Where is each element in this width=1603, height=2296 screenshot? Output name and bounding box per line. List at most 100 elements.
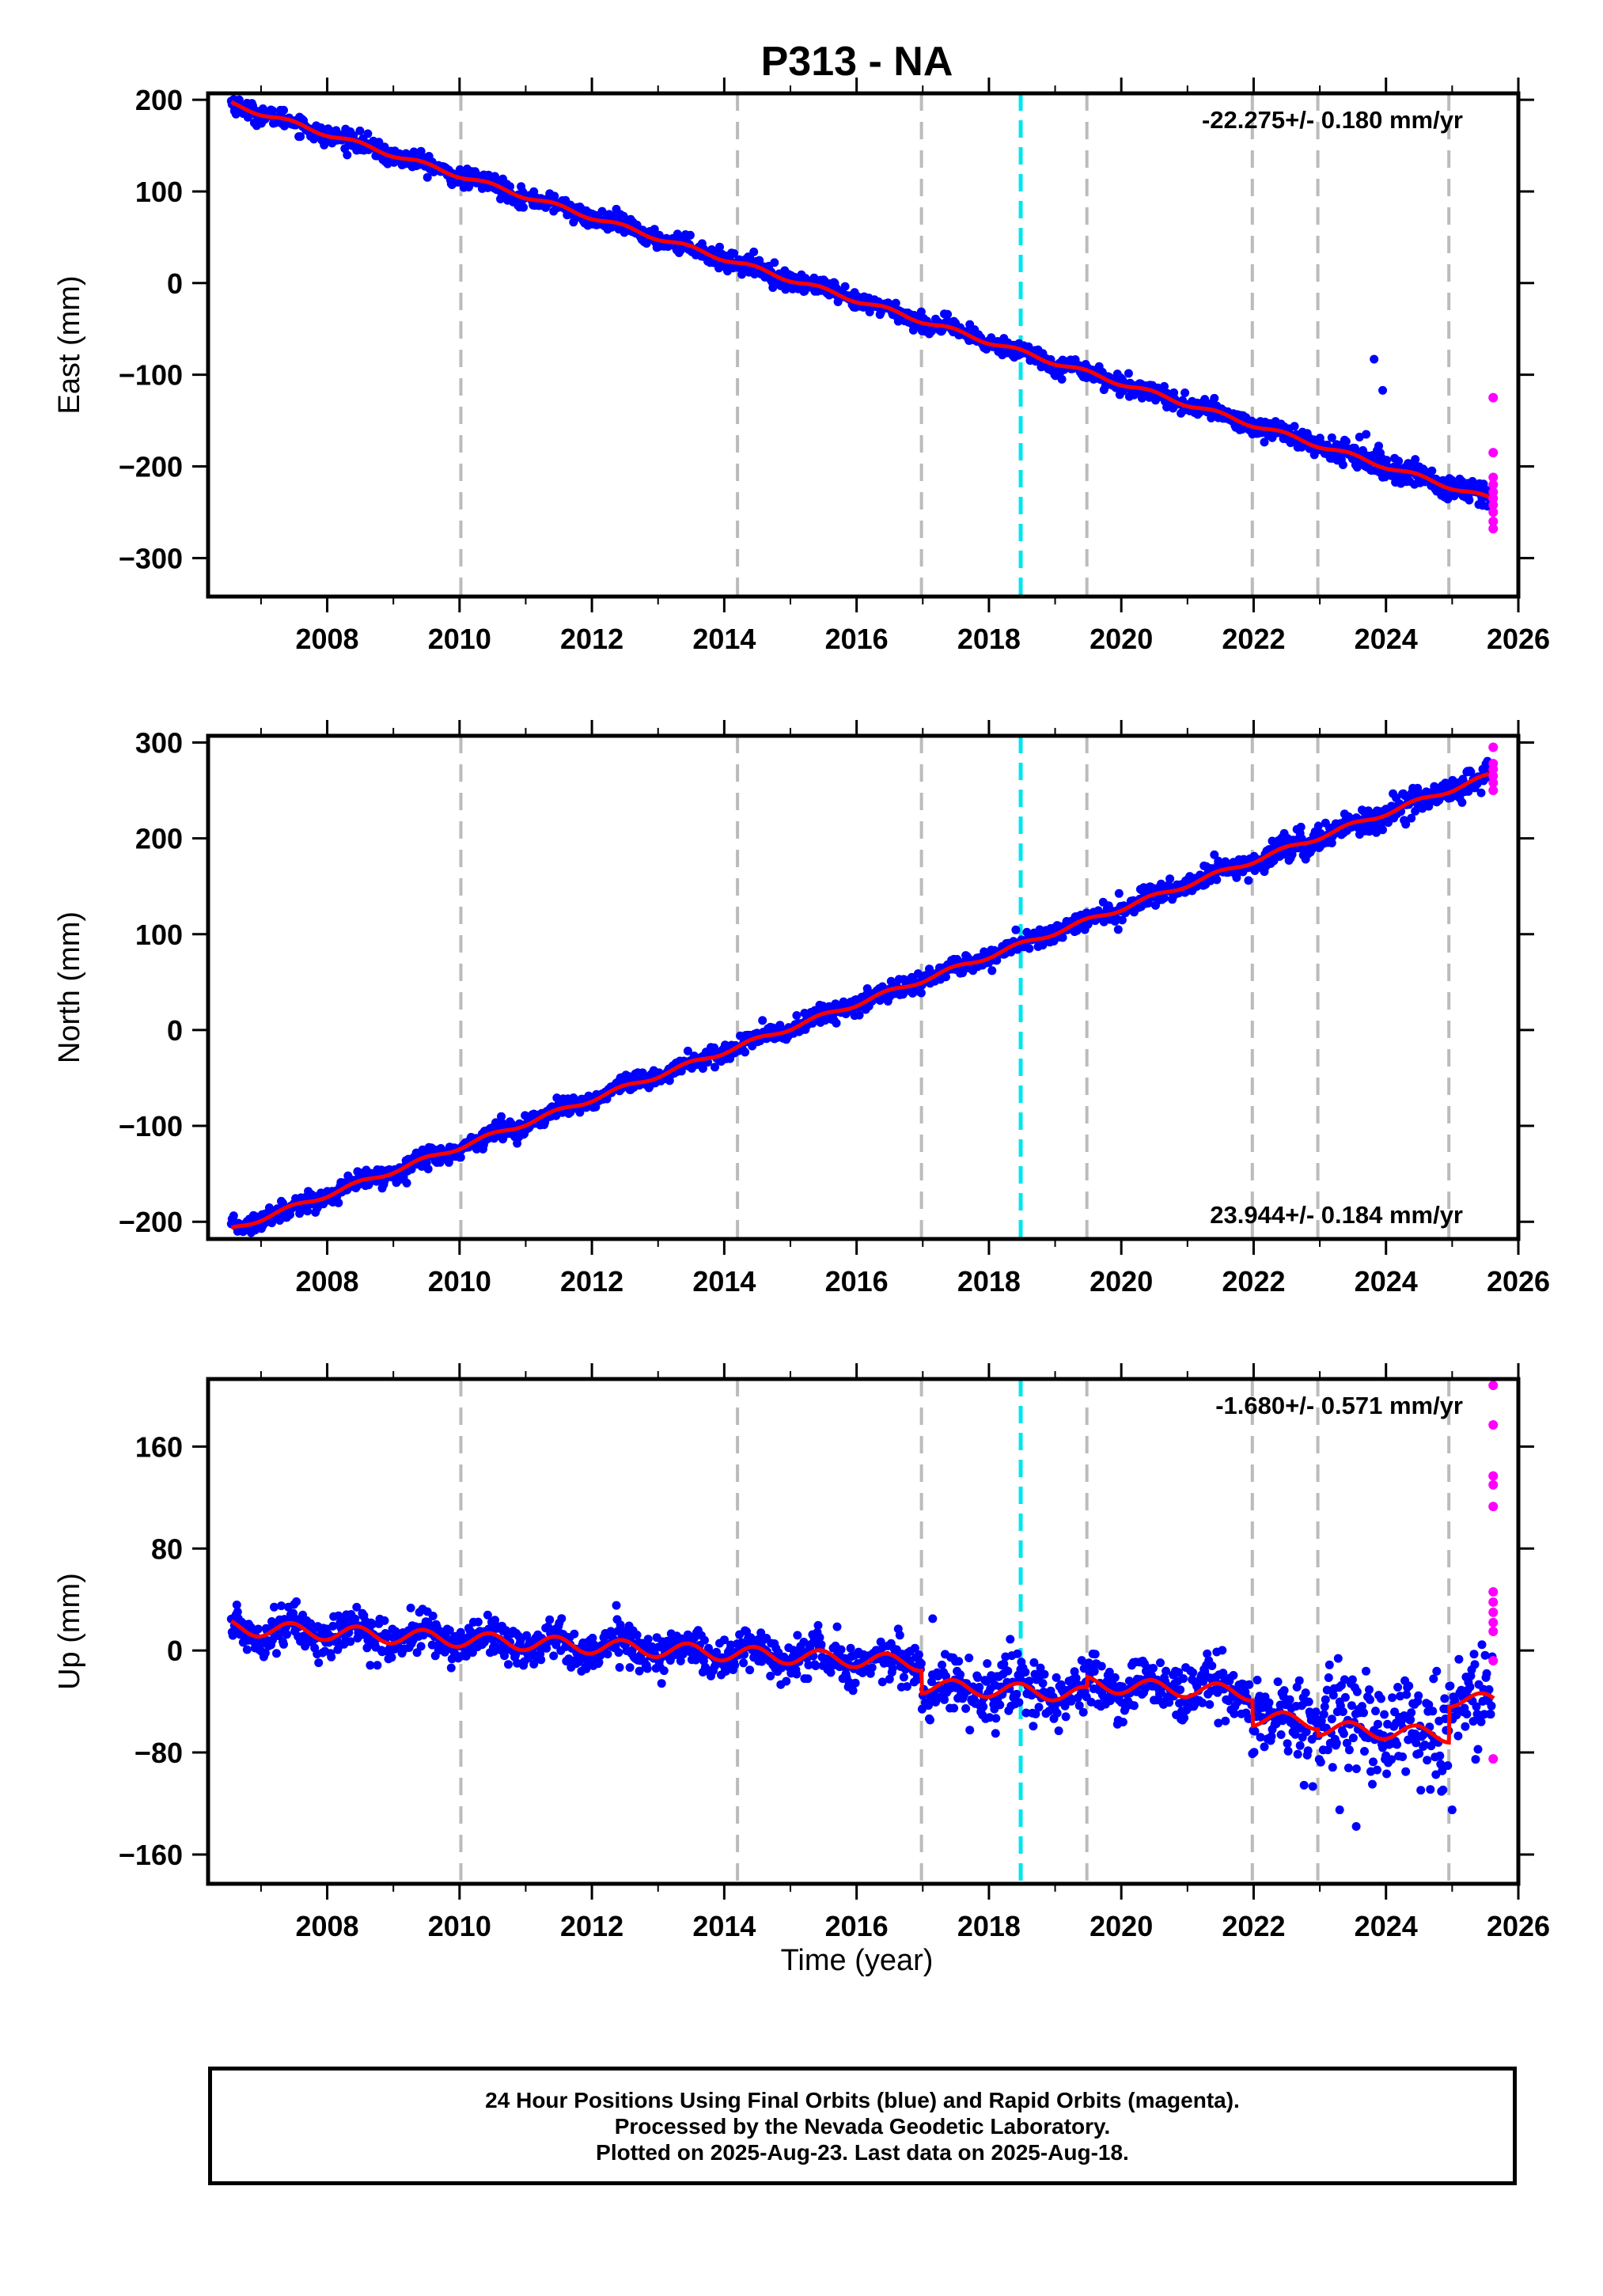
up-final-orbit-point bbox=[314, 1658, 324, 1668]
north-final-orbit-point bbox=[855, 1010, 864, 1020]
east-final-orbit-point bbox=[268, 106, 277, 116]
up-final-orbit-point bbox=[1340, 1692, 1350, 1702]
up-final-orbit-point bbox=[1339, 1729, 1348, 1738]
up-final-orbit-point bbox=[1129, 1701, 1139, 1711]
up-final-orbit-point bbox=[1279, 1686, 1289, 1695]
north-x-tick-label: 2022 bbox=[1222, 1265, 1285, 1298]
up-final-orbit-point bbox=[961, 1704, 971, 1713]
up-final-orbit-point bbox=[1003, 1666, 1013, 1676]
up-final-orbit-point bbox=[1333, 1654, 1343, 1663]
up-final-orbit-point bbox=[1438, 1785, 1448, 1794]
north-x-tick-label: 2020 bbox=[1090, 1265, 1153, 1298]
east-final-orbit-point bbox=[597, 206, 607, 216]
up-final-orbit-point bbox=[615, 1663, 624, 1672]
east-final-orbit-point bbox=[1057, 374, 1067, 384]
north-y-tick-label: −100 bbox=[119, 1110, 183, 1142]
north-x-tick-label: 2024 bbox=[1355, 1265, 1418, 1298]
east-final-orbit-point bbox=[650, 225, 659, 234]
east-y-tick-label: −300 bbox=[119, 542, 183, 574]
north-final-orbit-point bbox=[792, 1011, 802, 1020]
up-final-orbit-point bbox=[1440, 1694, 1450, 1703]
up-final-orbit-point bbox=[983, 1659, 992, 1669]
east-final-orbit-point bbox=[685, 230, 695, 240]
up-final-orbit-point bbox=[473, 1617, 483, 1627]
north-x-tick-label: 2026 bbox=[1487, 1265, 1550, 1298]
north-y-tick-label: −200 bbox=[119, 1206, 183, 1238]
east-y-tick-label: −100 bbox=[119, 359, 183, 392]
up-final-orbit-point bbox=[614, 1648, 623, 1658]
east-final-orbit-point bbox=[1411, 455, 1420, 464]
north-final-orbit-point bbox=[1212, 875, 1222, 885]
north-final-orbit-point bbox=[698, 1064, 707, 1073]
up-final-orbit-point bbox=[1012, 1689, 1021, 1699]
east-x-tick-label: 2018 bbox=[957, 623, 1021, 655]
up-final-orbit-point bbox=[1366, 1695, 1374, 1704]
up-final-orbit-point bbox=[1368, 1779, 1377, 1789]
up-panel: 2008 2010 2012 2014 2016 2018 2020 2022 2024 2026… bbox=[53, 1363, 1550, 1942]
east-rapid-orbit-point bbox=[1488, 479, 1499, 490]
east-rapid-orbit-point bbox=[1488, 507, 1499, 517]
east-x-tick-label: 2020 bbox=[1090, 623, 1153, 655]
up-final-orbit-point bbox=[1245, 1680, 1254, 1689]
east-x-tick-label: 2026 bbox=[1487, 623, 1550, 655]
east-final-orbit-point bbox=[749, 247, 759, 256]
east-final-orbit-point bbox=[737, 270, 747, 279]
up-final-orbit-point bbox=[1371, 1707, 1380, 1716]
up-final-orbit-point bbox=[1090, 1667, 1099, 1676]
up-final-orbit-point bbox=[612, 1601, 621, 1610]
up-final-orbit-point bbox=[632, 1631, 642, 1639]
north-plot-area bbox=[226, 736, 1499, 1239]
up-final-orbit-point bbox=[1293, 1749, 1302, 1759]
east-final-orbit-point bbox=[1374, 441, 1383, 451]
north-x-tick-label: 2014 bbox=[692, 1265, 756, 1298]
east-outlier-point bbox=[1362, 430, 1371, 439]
up-final-orbit-point bbox=[380, 1616, 389, 1625]
east-final-orbit-point bbox=[1394, 457, 1404, 466]
up-final-orbit-point bbox=[282, 1630, 291, 1639]
up-final-orbit-point bbox=[1118, 1718, 1127, 1727]
north-final-orbit-point bbox=[741, 1048, 750, 1057]
north-final-orbit-point bbox=[916, 988, 926, 998]
east-final-orbit-point bbox=[1260, 438, 1269, 447]
up-final-orbit-point bbox=[832, 1622, 842, 1631]
up-final-orbit-point bbox=[1454, 1654, 1464, 1664]
north-final-orbit-point bbox=[987, 966, 997, 976]
up-final-orbit-point bbox=[659, 1666, 669, 1676]
up-final-orbit-point bbox=[1264, 1698, 1274, 1707]
up-final-orbit-point bbox=[373, 1661, 382, 1670]
east-frame bbox=[206, 91, 1521, 599]
up-final-orbit-point bbox=[813, 1620, 823, 1630]
up-final-orbit-point bbox=[975, 1683, 984, 1692]
north-y-tick-label: 100 bbox=[135, 919, 183, 951]
up-final-orbit-point bbox=[253, 1624, 263, 1634]
up-final-orbit-point bbox=[1014, 1698, 1024, 1707]
north-final-orbit-point bbox=[1114, 888, 1124, 898]
north-final-orbit-point bbox=[303, 1207, 313, 1216]
east-final-orbit-point bbox=[1290, 422, 1299, 431]
up-final-orbit-point bbox=[1205, 1699, 1215, 1709]
east-final-orbit-point bbox=[1327, 433, 1336, 442]
north-y-tick-label: 300 bbox=[135, 726, 183, 759]
up-final-orbit-point bbox=[1477, 1640, 1487, 1650]
up-final-orbit-point bbox=[1295, 1741, 1305, 1750]
up-final-orbit-point bbox=[1249, 1748, 1259, 1757]
up-final-orbit-point bbox=[1362, 1666, 1370, 1676]
up-final-orbit-point bbox=[1229, 1671, 1238, 1680]
up-final-orbit-point bbox=[1473, 1745, 1483, 1754]
east-final-orbit-point bbox=[1124, 369, 1133, 378]
north-final-orbit-point bbox=[422, 1157, 431, 1167]
up-final-orbit-point bbox=[1462, 1710, 1472, 1718]
up-final-orbit-point bbox=[557, 1614, 567, 1623]
up-final-orbit-point bbox=[1446, 1681, 1455, 1691]
up-final-orbit-point bbox=[1365, 1685, 1374, 1695]
east-rapid-orbit-point bbox=[1488, 524, 1499, 534]
east-final-orbit-point bbox=[755, 256, 764, 265]
north-rate-label: 23.944+/- 0.184 mm/yr bbox=[1210, 1201, 1463, 1229]
up-final-orbit-point bbox=[1090, 1650, 1100, 1659]
up-final-orbit-point bbox=[965, 1726, 975, 1735]
up-final-orbit-point bbox=[1179, 1674, 1188, 1684]
up-final-orbit-point bbox=[1380, 1710, 1389, 1719]
east-final-orbit-point bbox=[296, 132, 305, 142]
up-final-orbit-point bbox=[888, 1664, 897, 1673]
